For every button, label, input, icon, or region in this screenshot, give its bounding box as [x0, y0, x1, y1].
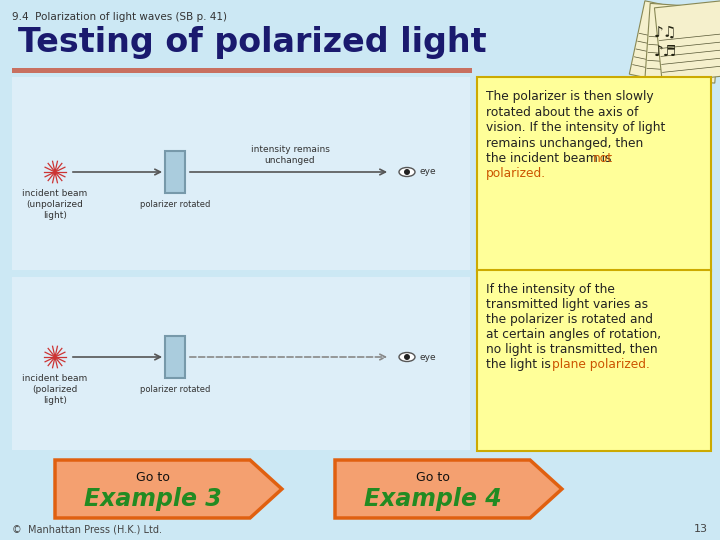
Polygon shape — [660, 49, 720, 57]
Polygon shape — [648, 44, 716, 49]
Text: transmitted light varies as: transmitted light varies as — [486, 298, 648, 311]
Polygon shape — [632, 65, 699, 79]
FancyBboxPatch shape — [645, 3, 720, 83]
Text: If the intensity of the: If the intensity of the — [486, 283, 615, 296]
Circle shape — [404, 354, 410, 360]
FancyBboxPatch shape — [629, 1, 714, 89]
FancyBboxPatch shape — [165, 336, 185, 378]
Text: incident beam
(polarized
light): incident beam (polarized light) — [22, 374, 88, 405]
Text: Testing of polarized light: Testing of polarized light — [18, 26, 487, 59]
Polygon shape — [335, 460, 562, 518]
Polygon shape — [659, 33, 720, 40]
FancyBboxPatch shape — [477, 77, 711, 271]
Text: the incident beam is: the incident beam is — [486, 152, 616, 165]
Text: remains unchanged, then: remains unchanged, then — [486, 137, 643, 150]
Text: polarizer rotated: polarizer rotated — [140, 200, 210, 209]
Text: 9.4  Polarization of light waves (SB p. 41): 9.4 Polarization of light waves (SB p. 4… — [12, 12, 227, 22]
Polygon shape — [647, 68, 714, 73]
Polygon shape — [55, 460, 282, 518]
Polygon shape — [660, 42, 720, 49]
Text: intensity remains
unchanged: intensity remains unchanged — [251, 145, 330, 165]
FancyBboxPatch shape — [12, 77, 470, 270]
FancyBboxPatch shape — [165, 151, 185, 193]
Text: vision. If the intensity of light: vision. If the intensity of light — [486, 121, 665, 134]
Text: rotated about the axis of: rotated about the axis of — [486, 105, 639, 118]
Text: The polarizer is then slowly: The polarizer is then slowly — [486, 90, 654, 103]
Text: incident beam
(unpolarized
light): incident beam (unpolarized light) — [22, 189, 88, 220]
Text: the light is: the light is — [486, 358, 554, 371]
FancyBboxPatch shape — [12, 277, 470, 450]
Text: at certain angles of rotation,: at certain angles of rotation, — [486, 328, 661, 341]
Polygon shape — [634, 57, 701, 71]
FancyBboxPatch shape — [477, 270, 711, 451]
Text: ©  Manhattan Press (H.K.) Ltd.: © Manhattan Press (H.K.) Ltd. — [12, 524, 162, 534]
Polygon shape — [662, 57, 720, 64]
Ellipse shape — [399, 353, 415, 361]
Text: plane polarized.: plane polarized. — [552, 358, 650, 371]
Polygon shape — [639, 33, 706, 48]
Ellipse shape — [399, 167, 415, 177]
FancyBboxPatch shape — [12, 68, 472, 73]
Text: polarizer rotated: polarizer rotated — [140, 385, 210, 394]
Text: not: not — [593, 152, 613, 165]
Text: 13: 13 — [694, 524, 708, 534]
Polygon shape — [648, 52, 716, 57]
Text: Example 4: Example 4 — [364, 488, 501, 511]
Text: Example 3: Example 3 — [84, 488, 221, 511]
Polygon shape — [636, 49, 702, 63]
Polygon shape — [637, 41, 704, 55]
Text: no light is transmitted, then: no light is transmitted, then — [486, 343, 657, 356]
Text: eye: eye — [419, 353, 436, 361]
Text: polarized.: polarized. — [486, 167, 546, 180]
Text: ♪♫
♪♬: ♪♫ ♪♬ — [653, 25, 677, 59]
Text: eye: eye — [419, 167, 436, 177]
Text: Go to: Go to — [415, 471, 449, 484]
Polygon shape — [649, 36, 716, 41]
Polygon shape — [662, 65, 720, 72]
Text: Go to: Go to — [135, 471, 169, 484]
FancyBboxPatch shape — [654, 1, 720, 83]
Polygon shape — [647, 60, 715, 65]
Circle shape — [404, 169, 410, 175]
Text: the polarizer is rotated and: the polarizer is rotated and — [486, 313, 653, 326]
